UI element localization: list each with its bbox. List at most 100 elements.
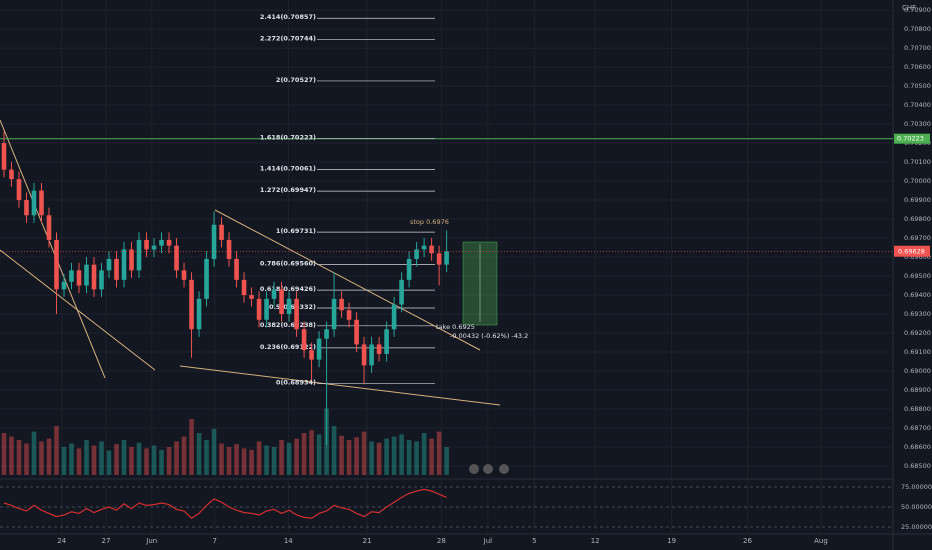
volume-bar	[264, 445, 269, 475]
candle-body	[114, 258, 119, 280]
volume-bar	[361, 431, 367, 475]
candle-body	[189, 279, 194, 330]
candle-body	[226, 239, 232, 259]
candle-body	[136, 239, 142, 271]
candle-body	[54, 239, 59, 290]
volume-bar	[391, 436, 397, 475]
price-badge	[894, 133, 930, 144]
y-tick-label: 0.70300	[904, 120, 931, 128]
x-tick-label: Jul	[483, 537, 493, 545]
volume-bar	[226, 447, 232, 475]
volume-bar	[271, 447, 277, 475]
y-tick-label: 0.69300	[904, 310, 931, 318]
candle-body	[69, 270, 74, 282]
y-tick-label: 0.68700	[904, 424, 931, 432]
fib-label: 1.414(0.70061)	[260, 164, 316, 172]
volume-bar	[91, 445, 97, 475]
volume-bar	[301, 433, 307, 475]
volume-bar	[129, 447, 134, 475]
volume-bar	[144, 448, 149, 475]
y-tick-label: 0.69500	[904, 272, 931, 280]
fib-label: 0.786(0.69560)	[260, 260, 316, 268]
x-tick-label: Jun	[145, 537, 157, 545]
y-tick-label: 0.68900	[904, 386, 931, 394]
candle-body	[181, 270, 187, 280]
y-tick-label: 0.70800	[904, 25, 931, 33]
y-tick-label: 0.69100	[904, 348, 931, 356]
volume-bar	[181, 436, 187, 475]
x-tick-label: 27	[102, 537, 111, 545]
candle-body	[256, 298, 262, 320]
volume-bar	[309, 430, 314, 475]
trend-line	[214, 209, 481, 351]
volume-bar	[339, 435, 344, 475]
volume-bar	[399, 434, 404, 475]
candle-body	[84, 264, 89, 286]
event-icon[interactable]	[469, 464, 479, 474]
event-icon[interactable]	[499, 464, 509, 474]
volume-bar	[241, 448, 247, 475]
volume-bar	[279, 440, 284, 475]
candle-body	[301, 329, 307, 351]
candle-body	[46, 215, 52, 240]
candle-body	[211, 224, 217, 259]
rsi-tick-label: 50.00000	[901, 503, 932, 511]
candle-body	[271, 289, 277, 299]
volume-bar	[114, 444, 119, 475]
candle-body	[391, 304, 397, 330]
candle-body	[436, 253, 442, 265]
candle-body	[219, 224, 224, 240]
volume-bar	[151, 445, 157, 475]
x-tick-label: 28	[437, 537, 446, 545]
candle-body	[316, 338, 322, 360]
volume-bar	[106, 450, 112, 475]
event-icon[interactable]	[483, 464, 493, 474]
candle-body	[76, 270, 82, 286]
volume-bar	[444, 447, 449, 475]
candle-body	[369, 344, 374, 366]
rsi-tick-label: 25.00000	[901, 523, 932, 531]
y-tick-label: 0.69900	[904, 196, 931, 204]
volume-bar	[376, 442, 382, 475]
y-tick-label: 0.69200	[904, 329, 931, 337]
candle-body	[294, 298, 299, 330]
volume-bar	[189, 419, 194, 475]
x-tick-label: Aug	[814, 537, 828, 545]
fib-label: 0.5(0.69332)	[269, 303, 316, 311]
plot: 2.414(0.70857) 2.272(0.70744) 2(0.70527) 1.…	[0, 13, 893, 519]
volume-bar	[31, 431, 37, 475]
x-tick-label: 12	[591, 537, 600, 545]
trend-line	[179, 365, 501, 406]
fib-label: 1(0.69731)	[276, 227, 316, 235]
x-tick-label: 26	[743, 537, 752, 545]
y-tick-label: 0.70000	[904, 177, 931, 185]
result-label: -0.00432 (-0.62%) -43.2	[450, 332, 528, 340]
candle-body	[121, 249, 127, 280]
candle-body	[234, 258, 239, 280]
volume-bar	[294, 438, 299, 475]
y-tick-label: 0.70900	[904, 6, 931, 14]
volume-bar	[384, 438, 389, 475]
volume-bar	[204, 440, 209, 475]
candle-body	[166, 239, 172, 246]
candle-body	[384, 329, 389, 354]
candle-body	[309, 350, 314, 360]
y-tick-label: 0.69400	[904, 291, 931, 299]
volume-bar	[256, 441, 262, 475]
candle-body	[159, 239, 164, 246]
volume-bar	[346, 440, 352, 475]
x-tick-label: 14	[284, 537, 293, 545]
fib-label: 1.272(0.69947)	[260, 186, 316, 194]
fib-label: 2(0.70527)	[276, 76, 316, 84]
volume-bar	[99, 441, 104, 475]
candle-body	[24, 200, 29, 216]
candle-body	[286, 298, 292, 315]
y-tick-label: 0.70700	[904, 44, 931, 52]
y-tick-label: 0.68800	[904, 405, 931, 413]
candle-body	[61, 281, 67, 290]
volume-bar	[16, 440, 22, 475]
candle-body	[204, 258, 209, 299]
candle-body	[144, 239, 149, 250]
x-tick-label: 24	[57, 537, 66, 545]
volume-bar	[196, 433, 202, 475]
